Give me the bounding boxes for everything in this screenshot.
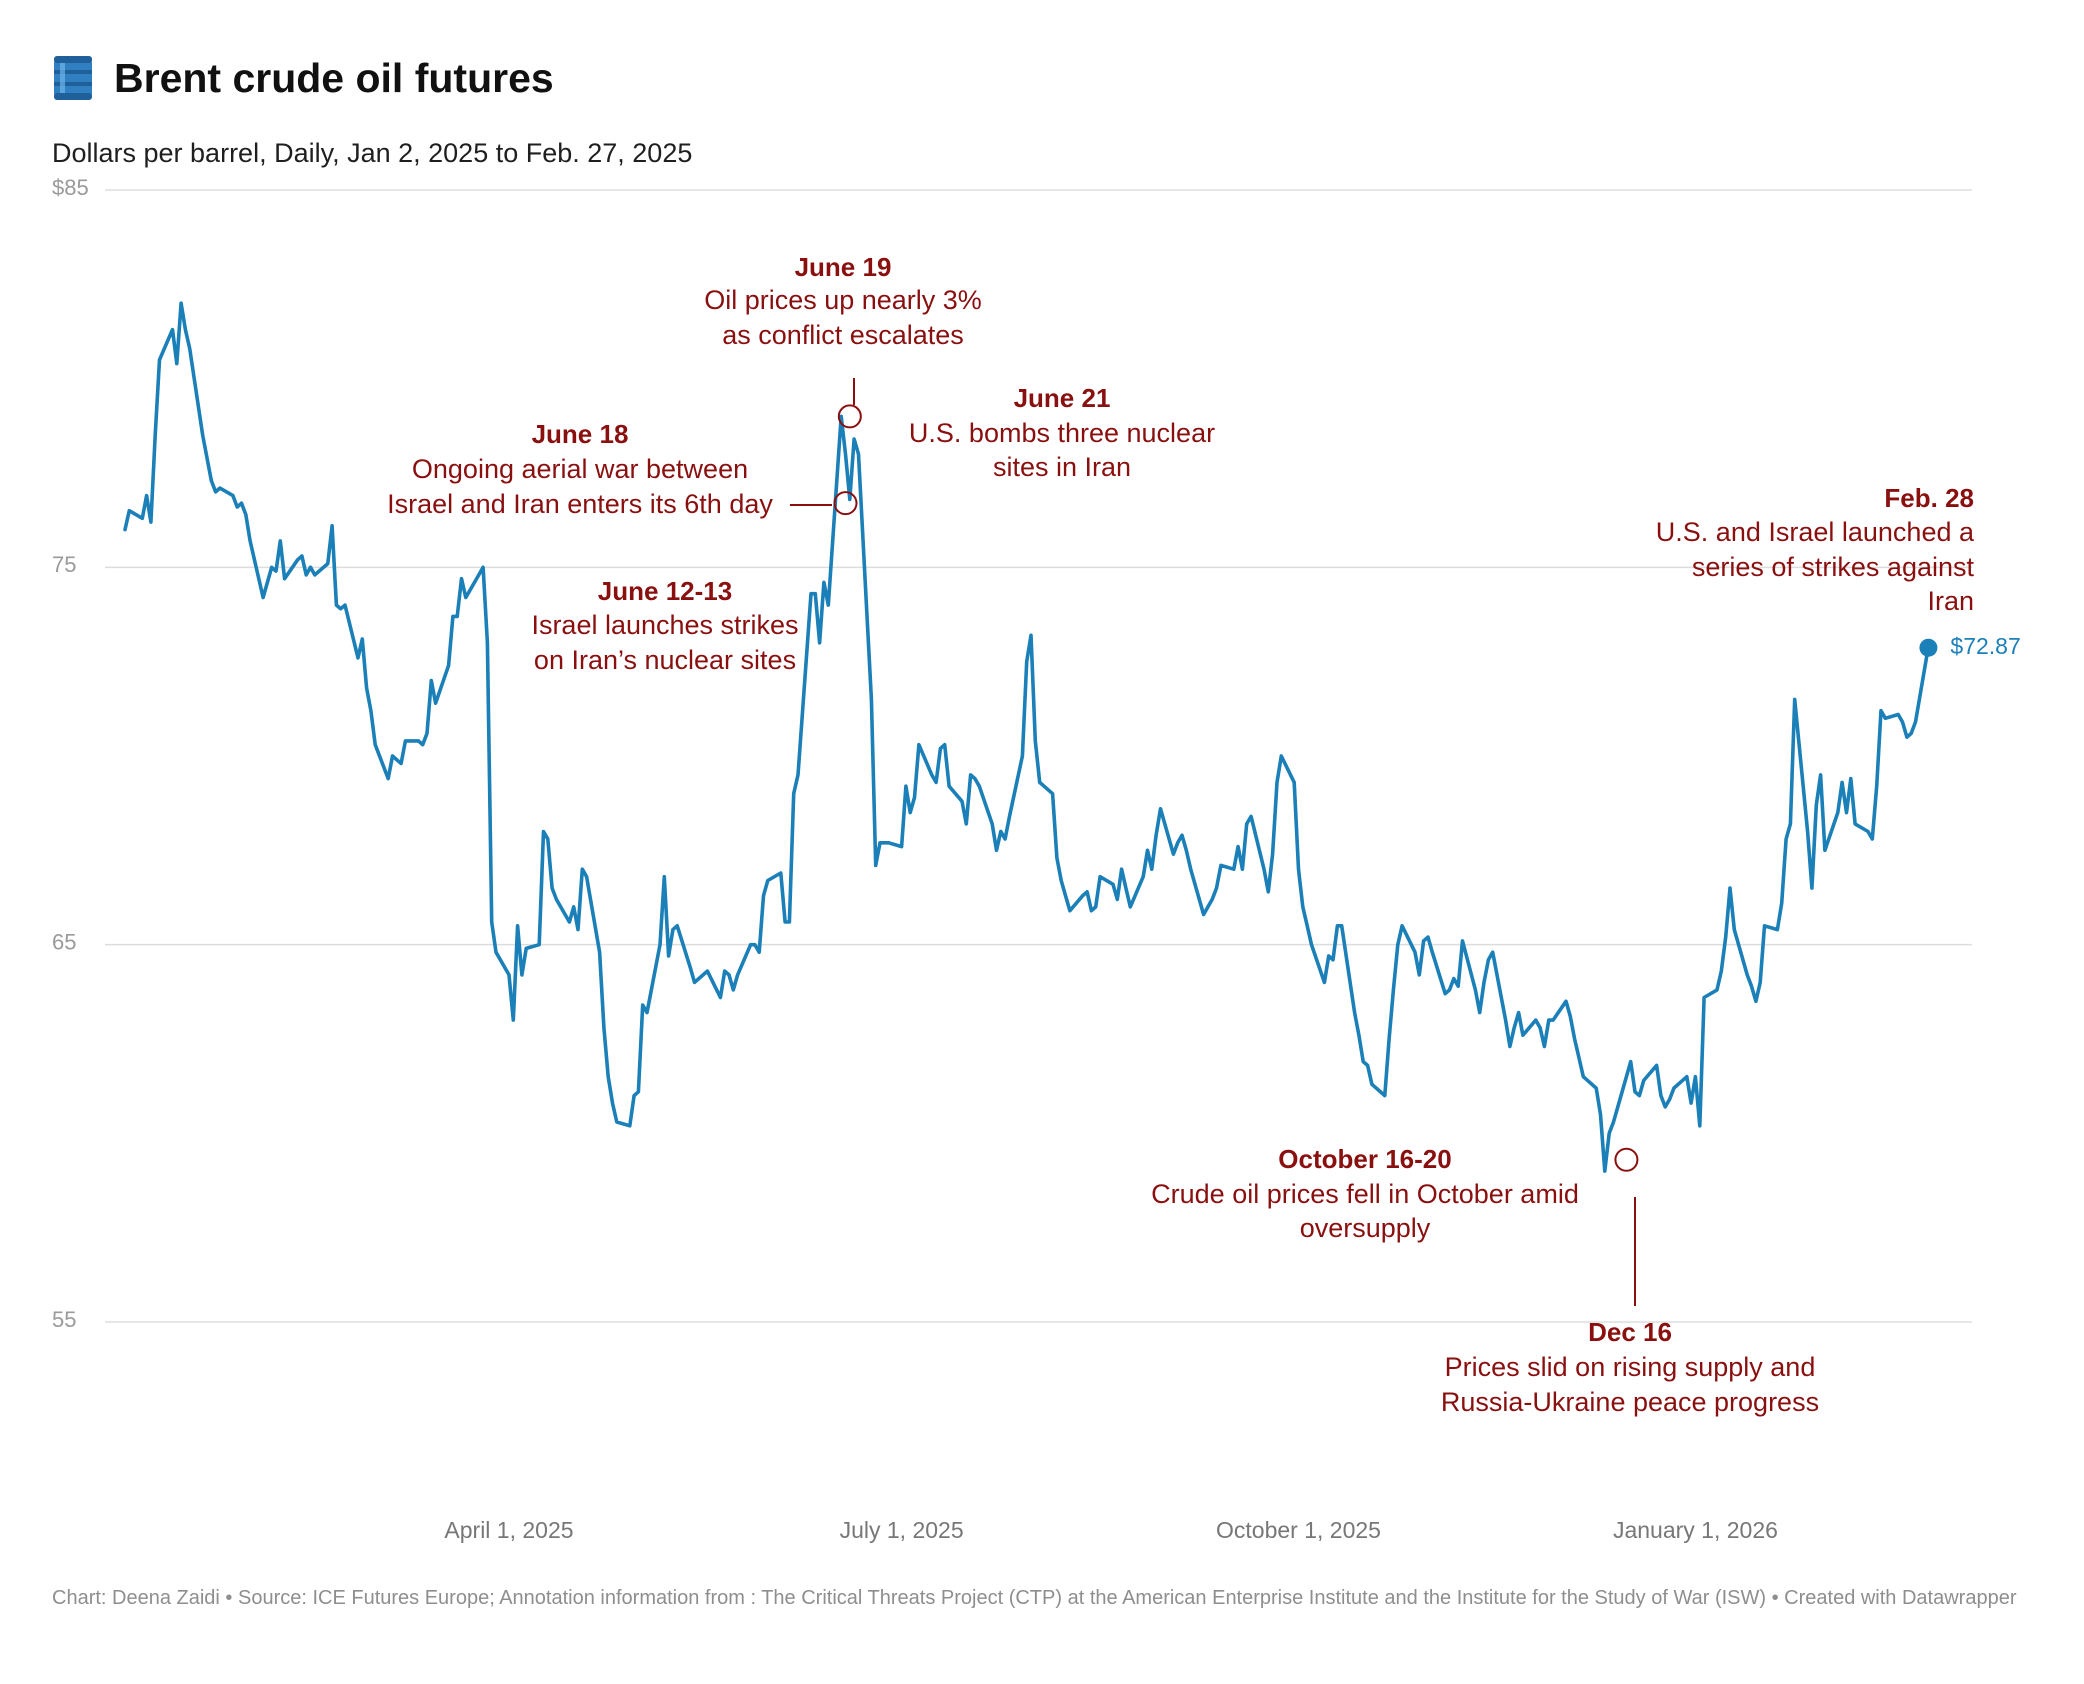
annotation-feb-28: Feb. 28 U.S. and Israel launched a serie… (1656, 483, 1975, 616)
annotation-marker (833, 491, 858, 516)
annotation-text: Israel launches strikes (531, 610, 798, 640)
annotation-title: June 21 (1014, 383, 1111, 413)
annotation-title: Dec 16 (1588, 1317, 1672, 1347)
y-tick-label: 75 (52, 552, 76, 577)
annotation-title: Feb. 28 (1884, 483, 1974, 513)
annotation-title: June 12-13 (598, 576, 732, 606)
annotation-text: sites in Iran (993, 452, 1131, 482)
annotation-text: Prices slid on rising supply and (1445, 1352, 1816, 1382)
x-tick-label: January 1, 2026 (1613, 1517, 1778, 1543)
annotation-text: oversupply (1300, 1213, 1431, 1243)
x-tick-label: April 1, 2025 (444, 1517, 573, 1543)
y-tick-label: 65 (52, 929, 76, 954)
annotation-text: Iran (1927, 586, 1974, 616)
annotation-text: series of strikes against (1692, 552, 1975, 582)
chart-header: Brent crude oil futures Dollars per barr… (52, 48, 2032, 169)
annotation-text: Oil prices up nearly 3% (704, 285, 982, 315)
annotation-text: Crude oil prices fell in October amid (1151, 1179, 1579, 1209)
oil-barrel-icon (54, 56, 92, 100)
annotation-dec-16: Dec 16 Prices slid on rising supply and … (1441, 1317, 1819, 1417)
x-tick-label: October 1, 2025 (1216, 1517, 1381, 1543)
chart-subtitle: Dollars per barrel, Daily, Jan 2, 2025 t… (52, 138, 693, 168)
annotation-june-21: June 21 U.S. bombs three nuclear sites i… (909, 383, 1215, 482)
annotation-text: U.S. and Israel launched a (1656, 517, 1975, 547)
annotation-marker (837, 404, 862, 429)
annotation-june-19: June 19 Oil prices up nearly 3% as confl… (704, 252, 982, 350)
chart-footer: Chart: Deena Zaidi • Source: ICE Futures… (52, 1587, 2017, 1609)
gridlines (105, 189, 1972, 1323)
annotation-title: June 18 (532, 419, 629, 449)
x-axis-ticks: April 1, 2025 July 1, 2025 October 1, 2025… (444, 1517, 1778, 1543)
annotation-marker (1614, 1147, 1639, 1172)
end-point-dot (1919, 638, 1938, 657)
annotation-text: as conflict escalates (722, 320, 964, 350)
y-axis-ticks: $85 75 65 55 (52, 175, 89, 1332)
annotation-connectors (790, 378, 1636, 1306)
series-line-brent (123, 301, 1931, 1173)
end-value-label: $72.87 (1950, 633, 2020, 659)
y-tick-label: $85 (52, 175, 89, 200)
annotation-october-16-20: October 16-20 Crude oil prices fell in O… (1151, 1144, 1579, 1243)
chart-title: Brent crude oil futures (114, 54, 554, 101)
annotation-text: Ongoing aerial war between (412, 454, 748, 484)
annotation-june-12-13: June 12-13 Israel launches strikes on Ir… (531, 576, 798, 675)
annotation-june-18: June 18 Ongoing aerial war between Israe… (387, 419, 773, 519)
title-row: Brent crude oil futures (52, 48, 2032, 108)
annotation-title: June 19 (795, 252, 892, 282)
x-tick-label: July 1, 2025 (840, 1517, 964, 1543)
annotation-markers (833, 404, 1639, 1172)
annotation-text: U.S. bombs three nuclear (909, 418, 1215, 448)
annotation-text: Russia-Ukraine peace progress (1441, 1387, 1819, 1417)
y-tick-label: 55 (52, 1307, 76, 1332)
annotation-text: Israel and Iran enters its 6th day (387, 489, 773, 519)
annotation-title: October 16-20 (1278, 1144, 1451, 1174)
annotation-text: on Iran’s nuclear sites (534, 645, 796, 675)
